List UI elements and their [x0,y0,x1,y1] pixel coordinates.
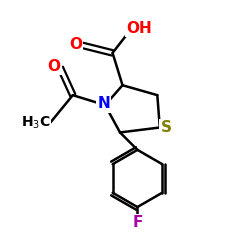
Text: N: N [98,96,110,111]
Text: O: O [69,37,82,52]
Text: H$_3$C: H$_3$C [21,114,50,131]
Text: S: S [160,120,172,135]
Text: OH: OH [126,20,152,36]
Text: F: F [132,215,142,230]
Text: O: O [48,59,61,74]
